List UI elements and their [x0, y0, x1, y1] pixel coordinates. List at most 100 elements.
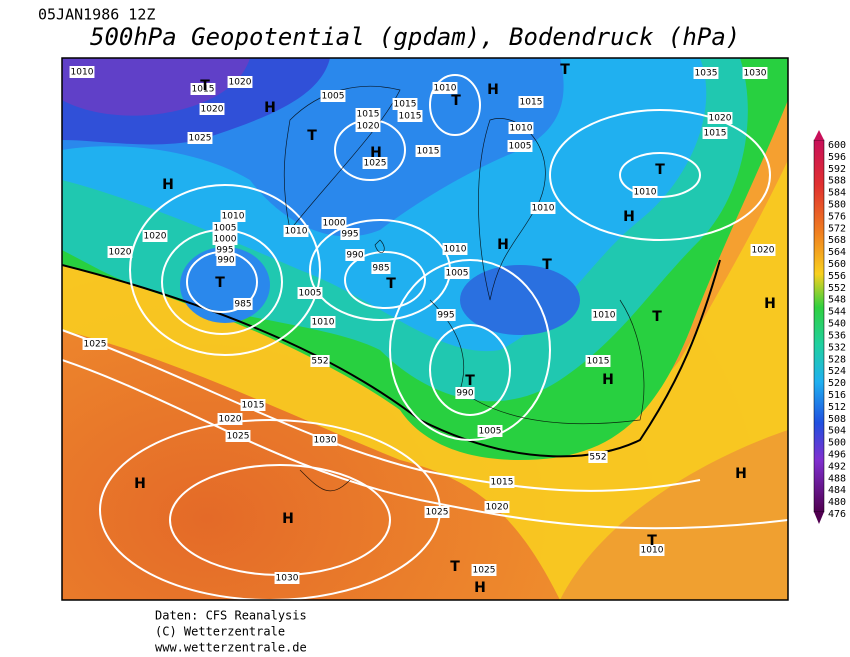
isobar-label-bg: [355, 108, 381, 120]
isobar-label: 995: [216, 246, 233, 256]
isobar-label-bg: [345, 249, 365, 261]
isobar-label-bg: [442, 243, 468, 255]
isobar-label-bg: [227, 76, 253, 88]
isobar-label-bg: [362, 157, 388, 169]
isobar-label: 1025: [227, 432, 250, 442]
colorbar-tick-label: 572: [828, 223, 846, 234]
isobar-label-bg: [310, 355, 330, 367]
isobar-label-bg: [69, 66, 95, 78]
isobar-label-bg: [702, 127, 728, 139]
colorbar-tick-label: 580: [828, 200, 846, 211]
isobar-label: 1030: [314, 436, 337, 446]
isobar-label-bg: [217, 413, 243, 425]
isobar-label: 1020: [109, 248, 132, 258]
isobar-label: 1010: [312, 318, 335, 328]
isobar-label: 1010: [434, 84, 457, 94]
isobar-label-bg: [591, 309, 617, 321]
colorbar-tick-label: 476: [828, 509, 846, 520]
isobar-label: 1015: [417, 147, 440, 157]
colorbar-tick-label: 484: [828, 485, 846, 496]
isobar-label: 1025: [364, 159, 387, 169]
colorbar-tick-label: 496: [828, 449, 846, 460]
isobar-label: 1025: [84, 340, 107, 350]
pressure-center: T: [307, 128, 317, 144]
pressure-center: H: [282, 511, 294, 527]
pressure-center: H: [264, 100, 276, 116]
isobar-label: 1030: [744, 69, 767, 79]
isobar-label-bg: [190, 83, 216, 95]
colorbar-tick-label: 600: [828, 140, 846, 151]
isobar-label-bg: [371, 262, 391, 274]
colorbar-tick-label: 504: [828, 426, 846, 437]
isobar-label: 1005: [214, 224, 237, 234]
colorbar-tick-label: 560: [828, 259, 846, 270]
isobar-label: 1015: [357, 110, 380, 120]
footer-url: www.wetterzentrale.de: [155, 641, 307, 655]
isobar-label-bg: [471, 564, 497, 576]
isobar-label: 1020: [752, 246, 775, 256]
isobar-label: 995: [437, 311, 454, 321]
colorbar-tick-label: 588: [828, 176, 846, 187]
isobar-label-bg: [274, 572, 300, 584]
colorbar-tick-label: 524: [828, 366, 846, 377]
pressure-center: H: [623, 209, 635, 225]
colorbar-tick-label: 520: [828, 378, 846, 389]
isobar-label-bg: [742, 67, 768, 79]
isobar-label: 985: [234, 300, 251, 310]
colorbar-tick-label: 568: [828, 235, 846, 246]
isobar-label: 1020: [201, 105, 224, 115]
pressure-center: H: [764, 296, 776, 312]
isobar-label-bg: [397, 110, 423, 122]
date-label: 05JAN1986 12Z: [38, 6, 155, 24]
footer-copyright: (C) Wetterzentrale: [155, 625, 285, 639]
isobar-label: 1010: [593, 311, 616, 321]
colorbar-tick-label: 536: [828, 330, 846, 341]
isobar-label-bg: [220, 210, 246, 222]
isobar-label: 1020: [357, 122, 380, 132]
isobar-label: 1025: [189, 134, 212, 144]
isobar-label-bg: [312, 434, 338, 446]
isobar-label: 1020: [229, 78, 252, 88]
isobar-label: 1005: [446, 269, 469, 279]
isobar-label-bg: [432, 82, 458, 94]
isobar-label-bg: [455, 387, 475, 399]
isobar-label-bg: [639, 544, 665, 556]
isobar-labels: 1010 1015 1020 1020 1025 1005 1015 1020 1025 1015…: [69, 66, 776, 584]
isobar-label: 1010: [532, 204, 555, 214]
isobar-label-bg: [508, 122, 534, 134]
isobar-label-bg: [320, 90, 346, 102]
map-field: [62, 58, 788, 600]
isobar-label: 1005: [299, 289, 322, 299]
pressure-center: H: [602, 372, 614, 388]
isobar-label-bg: [530, 202, 556, 214]
colorbar-tick-label: 584: [828, 188, 846, 199]
isobar-label: 995: [341, 230, 358, 240]
isobar-label-bg: [518, 96, 544, 108]
isobar-label-bg: [310, 316, 336, 328]
colorbar-tick-label: 544: [828, 307, 846, 318]
colorbar-tick-label: 528: [828, 354, 846, 365]
isobar-label-bg: [424, 506, 450, 518]
colorbar-tick-label: 512: [828, 402, 846, 413]
pressure-center: H: [134, 476, 146, 492]
isobar-label: 1015: [399, 112, 422, 122]
pressure-center: T: [652, 309, 662, 325]
colorbar-tick-label: 556: [828, 271, 846, 282]
colorbar-tick-label: 548: [828, 295, 846, 306]
colorbar: [813, 139, 825, 513]
pressure-center: T: [386, 276, 396, 292]
colorbar-tick-label: 596: [828, 152, 846, 163]
isobar-label: 1005: [509, 142, 532, 152]
pressure-center: T: [647, 533, 657, 549]
isobar-label: 1010: [71, 68, 94, 78]
isobar-label: 1010: [634, 188, 657, 198]
isobar-label: 1025: [473, 566, 496, 576]
isobar-label-bg: [240, 399, 266, 411]
colorbar-tick-label: 552: [828, 283, 846, 294]
isobar-label: 1010: [510, 124, 533, 134]
isobar-label: 1020: [219, 415, 242, 425]
isobar-label-bg: [283, 225, 309, 237]
isobar-label-bg: [340, 228, 360, 240]
colorbar-tick-label: 532: [828, 342, 846, 353]
